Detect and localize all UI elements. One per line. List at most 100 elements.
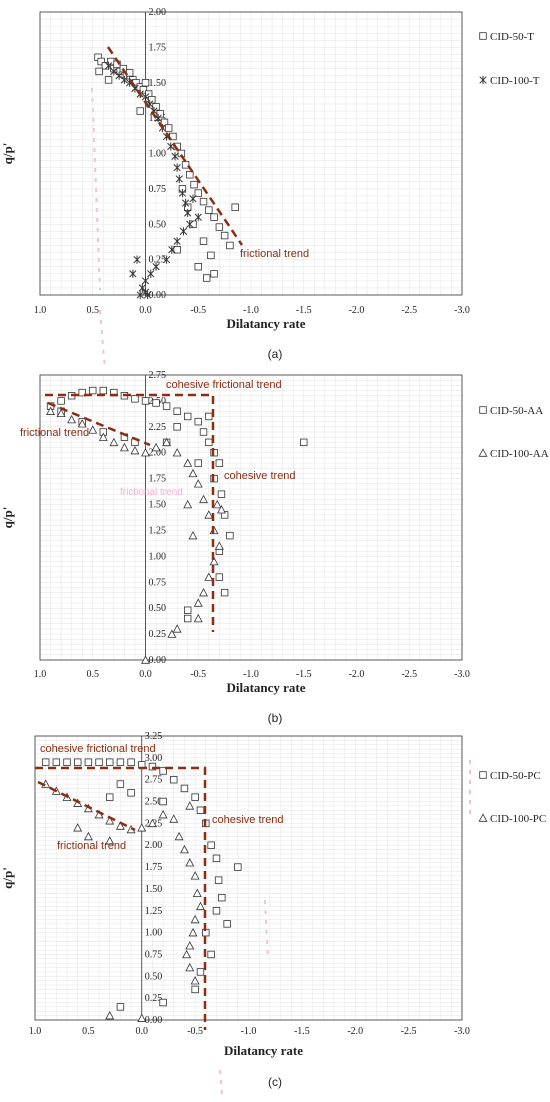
data-point <box>174 831 184 841</box>
x-tick-label: 1.0 <box>29 1026 42 1037</box>
data-point <box>148 762 157 771</box>
x-tick-label: -2.5 <box>401 669 417 680</box>
data-point <box>182 949 192 959</box>
data-point <box>129 269 137 278</box>
grid <box>39 374 463 661</box>
y-tick-label: 0.00 <box>145 1015 163 1026</box>
data-point <box>205 206 213 214</box>
data-point <box>205 438 213 447</box>
data-point <box>125 69 134 77</box>
data-point <box>116 1003 125 1011</box>
data-point <box>152 399 160 407</box>
data-point <box>207 950 215 959</box>
legend-label: CID-50-PC <box>490 770 541 782</box>
x-tick-label: -3.0 <box>454 669 470 680</box>
y-tick-label: 0.25 <box>145 993 163 1004</box>
x-tick-label: 0.0 <box>136 1026 149 1037</box>
data-point <box>185 962 195 972</box>
y-axis-title: q/p' <box>0 143 15 165</box>
y-tick-label: 2.00 <box>145 840 163 851</box>
y-tick-label: 1.75 <box>145 862 163 873</box>
x-tick-label: -1.0 <box>243 669 259 680</box>
x-tick-label: -3.0 <box>454 305 470 316</box>
data-point <box>181 161 190 169</box>
cohesive-frictional-trend-line-b <box>45 393 215 632</box>
y-tick-label: 1.75 <box>149 42 167 53</box>
data-point <box>78 388 86 397</box>
data-point <box>231 203 239 211</box>
data-point <box>178 189 187 198</box>
y-tick-label: 1.50 <box>149 78 167 89</box>
data-point <box>133 255 141 264</box>
data-point <box>159 767 167 775</box>
data-point <box>175 174 183 184</box>
x-tick-label: 0.5 <box>87 669 100 680</box>
data-point <box>106 793 114 801</box>
y-tick-label: 0.75 <box>149 577 167 588</box>
y-tick-label: 1.50 <box>145 884 163 895</box>
data-point <box>172 448 182 457</box>
x-tick-label: 0.0 <box>139 669 152 680</box>
x-axis-title: Dilatancy rate <box>224 1043 303 1058</box>
data-point <box>170 775 178 784</box>
y-tick-label: 2.00 <box>149 448 167 459</box>
data-point <box>234 863 242 871</box>
y-tick-label: 1.00 <box>149 551 167 562</box>
x-axis-title: Dilatancy rate <box>226 680 305 695</box>
annotation-cohesive-frictional-trend-b: cohesive frictional trend <box>166 379 282 391</box>
legend-label: CID-100-PC <box>490 813 546 825</box>
data-point <box>171 152 179 161</box>
data-point <box>179 844 189 854</box>
data-point <box>191 793 199 801</box>
x-tick-label: -1.5 <box>294 1026 310 1037</box>
data-point <box>147 269 155 278</box>
data-point <box>210 270 218 278</box>
y-tick-label: 2.25 <box>149 422 167 433</box>
data-point <box>194 459 202 467</box>
cohesive-frictional-trend-line-c <box>35 766 207 1030</box>
data-point <box>104 76 113 84</box>
data-point <box>189 194 197 203</box>
data-point <box>205 412 213 421</box>
series-cid-50-t <box>94 53 239 282</box>
x-tick-label: -0.5 <box>190 669 206 680</box>
data-point <box>181 198 190 208</box>
y-tick-label: 2.50 <box>145 797 163 808</box>
data-point <box>147 818 157 828</box>
data-point <box>186 220 194 229</box>
data-point <box>199 197 208 206</box>
y-tick-label: 0.50 <box>149 603 167 614</box>
data-point <box>185 801 195 810</box>
data-point <box>105 836 115 845</box>
legend-marker <box>478 448 488 457</box>
data-point <box>63 758 71 766</box>
annotation-cohesive-frictional-trend-c: cohesive frictional trend <box>40 743 156 755</box>
data-point <box>168 245 176 254</box>
data-point <box>83 831 93 841</box>
data-point <box>109 437 119 447</box>
data-point <box>95 758 103 766</box>
data-point <box>77 419 87 428</box>
y-tick-label: 2.00 <box>149 7 167 18</box>
data-point <box>167 629 177 638</box>
legend-label: CID-100-T <box>490 75 540 87</box>
data-point <box>214 876 223 884</box>
data-point <box>199 428 208 436</box>
data-point <box>194 262 202 271</box>
x-tick-label: 1.0 <box>34 669 47 680</box>
data-point <box>193 613 203 623</box>
data-point <box>127 789 135 797</box>
x-tick-label: -2.0 <box>347 1026 363 1037</box>
data-point <box>106 758 114 766</box>
data-point <box>162 402 171 410</box>
caption-c: (c) <box>268 1075 282 1089</box>
y-tick-label: 0.25 <box>149 255 167 266</box>
data-point <box>185 941 195 950</box>
data-point <box>186 171 194 179</box>
data-point <box>67 414 77 424</box>
data-point <box>131 395 139 403</box>
data-point <box>179 227 188 236</box>
data-point <box>190 871 200 880</box>
data-point <box>193 479 203 488</box>
data-point <box>169 814 179 823</box>
